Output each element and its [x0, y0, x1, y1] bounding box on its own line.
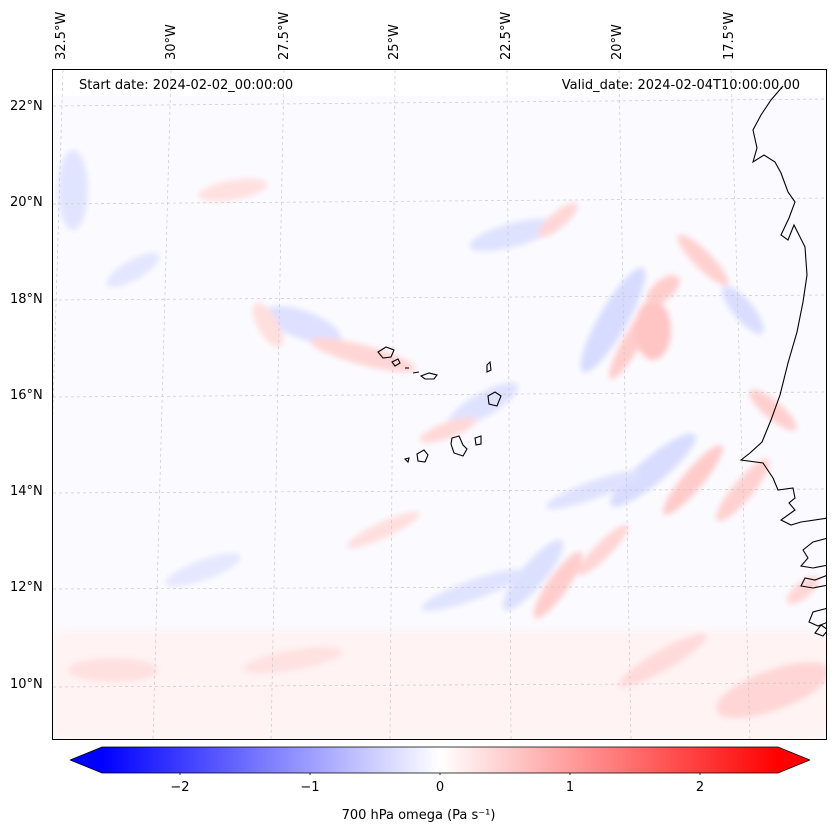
omega-blob-positive: [309, 337, 417, 373]
colorbar-tick-label: −1: [300, 780, 320, 795]
lat-label-20n: 20°N: [10, 195, 43, 210]
lat-label-16n: 16°N: [10, 388, 43, 403]
omega-blob-positive: [68, 658, 158, 682]
lat-label-14n: 14°N: [10, 484, 43, 499]
lat-label-18n: 18°N: [10, 292, 43, 307]
lon-label-25w: 25°W: [387, 24, 402, 60]
island-santiago: [450, 435, 468, 457]
colorbar-graphic: [68, 746, 812, 777]
omega-blob-negative: [165, 553, 241, 587]
lat-label-12n: 12°N: [10, 580, 43, 595]
lon-label-27-5w: 27.5°W: [277, 11, 292, 60]
omega-blob-positive: [749, 389, 797, 431]
colorbar-label: 700 hPa omega (Pa s⁻¹): [341, 808, 496, 823]
graticule-lon-27-5w: [270, 70, 285, 739]
graticule-lon-22-5w: [506, 70, 512, 739]
graticule-lon-20w: [618, 70, 632, 739]
colorbar-tick-label: 1: [565, 780, 575, 795]
omega-blob-positive: [538, 202, 578, 238]
omega-blob-positive: [786, 575, 820, 605]
omega-blob-positive: [635, 300, 671, 360]
island-boa-vista: [487, 391, 502, 407]
coastline-guinea-bissau: [800, 575, 826, 589]
omega-blob-positive: [533, 551, 583, 619]
island-sao-nicolau: [419, 372, 438, 380]
west-africa-coastline: [739, 85, 826, 637]
omega-blob-negative: [447, 382, 519, 428]
omega-blob-positive: [252, 302, 284, 348]
omega-blob-positive: [663, 444, 723, 516]
colorbar-min-extension: [70, 747, 102, 773]
map-background: [53, 70, 826, 739]
lon-label-32-5w: 32.5°W: [54, 11, 69, 60]
island-sal: [486, 360, 492, 373]
omega-blob-negative: [469, 218, 557, 252]
start-date-label: Start date: 2024-02-02_00:00:00: [79, 78, 294, 93]
header-band: [53, 70, 826, 96]
omega-blob-negative: [580, 267, 646, 373]
omega-blob-positive: [346, 511, 420, 549]
omega-blob-positive: [419, 417, 477, 443]
omega-blob-positive: [646, 275, 680, 305]
omega-blob-negative: [421, 568, 525, 612]
colorbar-max-extension: [778, 747, 810, 773]
omega-blob-negative: [106, 252, 160, 288]
graticule-lon-25w: [389, 70, 396, 739]
omega-blob-negative: [265, 306, 341, 344]
omega-blob-negative: [58, 150, 88, 230]
coastline-island: [814, 624, 826, 637]
valid-date-label: Valid_date: 2024-02-04T10:00:00.00: [561, 78, 800, 93]
omega-blob-negative: [502, 539, 564, 611]
omega-map: [53, 70, 826, 739]
coastline-mainland: [739, 85, 826, 526]
lon-label-30w: 30°W: [164, 24, 179, 60]
colorbar-tick-label: 2: [695, 780, 705, 795]
lon-label-22-5w: 22.5°W: [499, 11, 514, 60]
lon-label-20w: 20°W: [610, 24, 625, 60]
island-maio: [474, 435, 482, 446]
colorbar-body: [102, 747, 778, 773]
omega-blob-positive: [619, 633, 707, 687]
lat-label-10n: 10°N: [10, 677, 43, 692]
colorbar: [68, 745, 812, 777]
island-santo-antao: [377, 346, 395, 359]
coastline-senegal-gambia: [799, 537, 826, 569]
cape-verde-islands: [377, 346, 502, 464]
island-sao-vicente: [391, 358, 401, 367]
island-fogo: [416, 449, 429, 463]
colorbar-tick-label: 0: [435, 780, 445, 795]
graticule: [53, 70, 826, 739]
lon-label-17-5w: 17.5°W: [722, 11, 737, 60]
field-south-wash: [53, 630, 826, 739]
omega-blob-positive: [198, 178, 268, 202]
island-raso: [412, 371, 420, 374]
omega-blob-positive: [677, 234, 729, 286]
graticule-lon-30w: [152, 70, 172, 739]
island-brava: [403, 457, 410, 464]
omega-blob-negative: [722, 286, 764, 334]
omega-field: [58, 150, 826, 718]
graticule-lon-17-5w: [730, 70, 751, 739]
colorbar-tick-label: −2: [170, 780, 190, 795]
map-panel: [52, 69, 827, 740]
lat-label-22n: 22°N: [10, 99, 43, 114]
omega-blob-positive: [716, 662, 826, 718]
omega-blob-positive: [243, 646, 343, 674]
omega-blob-negative: [610, 433, 696, 507]
omega-blob-positive: [577, 524, 629, 576]
